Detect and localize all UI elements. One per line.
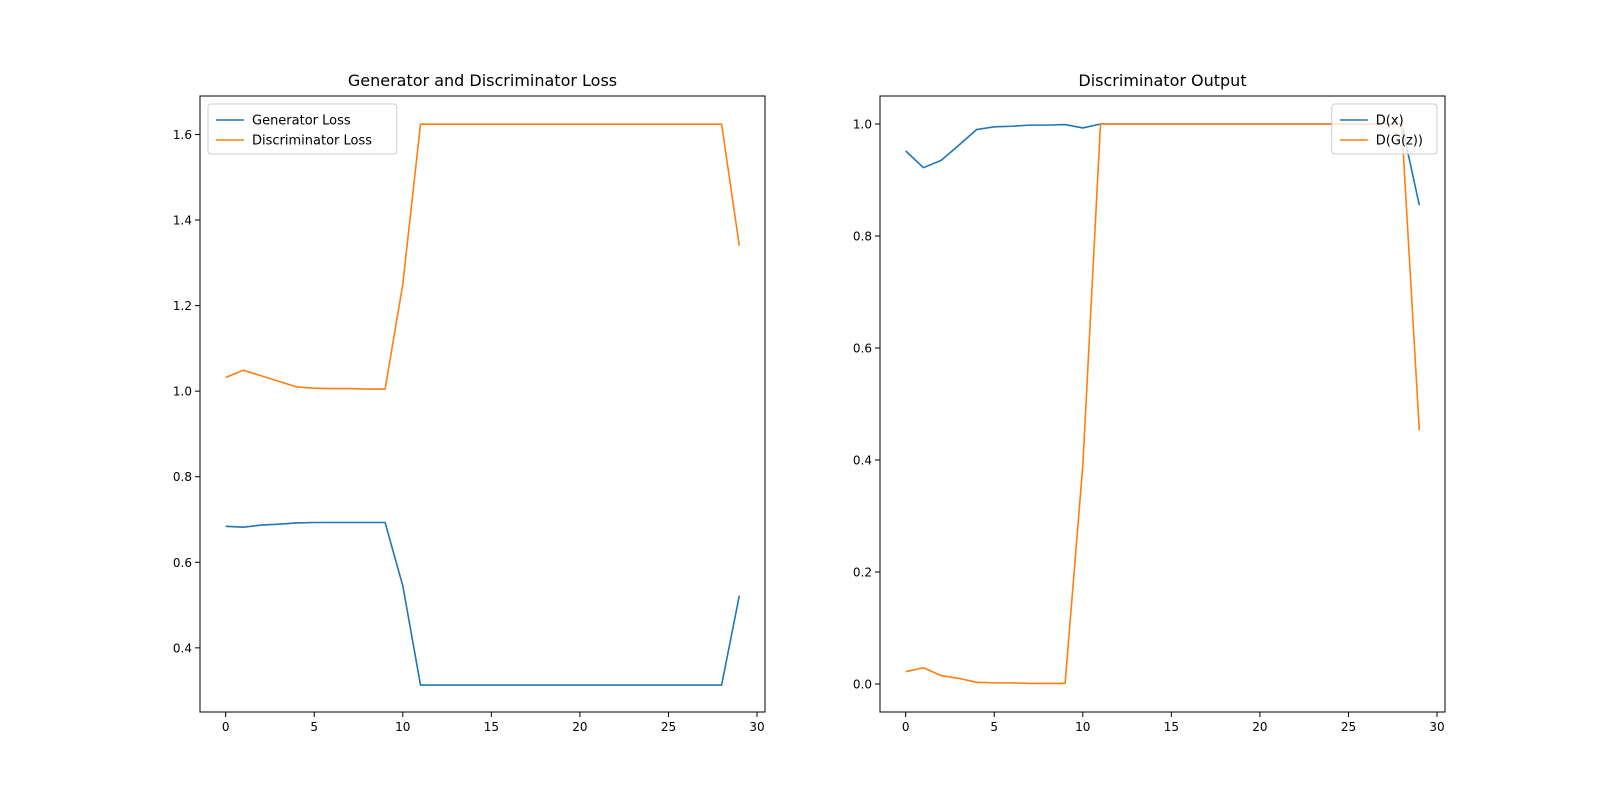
legend-label: Generator Loss xyxy=(252,114,351,129)
legend-label: D(G(z)) xyxy=(1376,134,1423,149)
y-tick-label: 0.6 xyxy=(853,342,872,356)
y-tick-label: 0.8 xyxy=(853,230,872,244)
loss-chart: Generator and Discriminator Loss 0 5 10 15 20… xyxy=(173,71,766,734)
x-tick-label: 10 xyxy=(1075,720,1090,734)
series-line-generator-loss xyxy=(225,521,741,686)
x-tick-label: 5 xyxy=(310,720,318,734)
y-tick-label: 0.0 xyxy=(853,678,872,692)
x-tick-label: 5 xyxy=(990,720,998,734)
axes-frame xyxy=(199,95,766,713)
y-tick-label: 1.6 xyxy=(173,128,192,142)
x-tick-label: 15 xyxy=(484,720,499,734)
legend: D(x) D(G(z)) xyxy=(1331,103,1438,155)
y-tick-label: 0.4 xyxy=(173,641,192,655)
y-tick-label: 1.2 xyxy=(173,299,192,313)
legend-box xyxy=(207,103,398,155)
y-tick-label: 0.8 xyxy=(173,470,192,484)
x-tick-label: 10 xyxy=(395,720,410,734)
x-tick-label: 20 xyxy=(572,720,587,734)
discriminator-output-chart: Discriminator Output 0 5 10 15 20 25 30 0.0 0.2 0.… xyxy=(853,71,1446,734)
x-tick-label: 0 xyxy=(902,720,910,734)
legend-box xyxy=(1331,103,1438,155)
axes-frame xyxy=(879,95,1446,713)
chart-title: Discriminator Output xyxy=(1078,71,1246,90)
legend-label: Discriminator Loss xyxy=(252,134,372,149)
y-tick-label: 1.0 xyxy=(173,385,192,399)
chart-title: Generator and Discriminator Loss xyxy=(348,71,617,90)
y-tick-label: 1.0 xyxy=(853,118,872,132)
x-tick-label: 30 xyxy=(1429,720,1444,734)
x-tick-label: 0 xyxy=(222,720,230,734)
series-line-discriminator-loss xyxy=(225,123,741,390)
y-tick-label: 1.4 xyxy=(173,214,192,228)
x-tick-label: 25 xyxy=(661,720,676,734)
x-tick-label: 15 xyxy=(1164,720,1179,734)
y-tick-label: 0.2 xyxy=(853,566,872,580)
y-tick-label: 0.4 xyxy=(853,454,872,468)
x-tick-label: 25 xyxy=(1341,720,1356,734)
x-tick-label: 30 xyxy=(749,720,764,734)
legend-label: D(x) xyxy=(1376,114,1404,129)
x-tick-label: 20 xyxy=(1252,720,1267,734)
legend: Generator Loss Discriminator Loss xyxy=(207,103,398,155)
y-tick-label: 0.6 xyxy=(173,556,192,570)
